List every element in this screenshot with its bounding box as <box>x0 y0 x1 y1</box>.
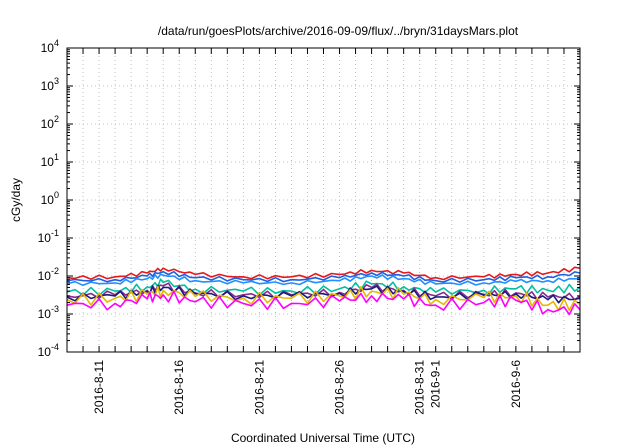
series-line <box>66 270 581 283</box>
y-tick-label: 103 <box>41 76 59 93</box>
y-ticks: 10-4 10-3 10-2 10-1 100 101 102 103 104 <box>38 38 580 359</box>
series-line <box>66 273 581 287</box>
series-line <box>66 284 581 304</box>
x-axis-label: Coordinated Universal Time (UTC) <box>231 431 415 445</box>
grid-lines <box>67 48 580 352</box>
x-ticks: 2016-8-11 2016-8-16 2016-8-21 2016-8-26 2016… <box>82 48 565 415</box>
x-tick-label: 2016-8-31 <box>413 360 427 415</box>
x-tick-label: 2016-9-6 <box>509 360 523 408</box>
y-tick-label: 10-3 <box>38 304 59 321</box>
series-layer <box>66 266 581 316</box>
x-tick-label: 2016-8-11 <box>92 360 106 414</box>
chart-title: /data/run/goesPlots/archive/2016-09-09/f… <box>158 24 519 38</box>
x-tick-label: 2016-8-16 <box>172 360 186 415</box>
y-tick-label: 100 <box>41 190 59 207</box>
series-line <box>66 290 581 316</box>
y-axis-label: cGy/day <box>9 178 23 222</box>
series-line <box>66 285 581 311</box>
x-tick-label: 2016-8-21 <box>252 360 266 415</box>
y-tick-label: 102 <box>41 114 59 131</box>
y-tick-label: 101 <box>41 152 59 169</box>
series-line <box>66 282 581 301</box>
x-tick-label: 2016-9-1 <box>429 360 443 408</box>
x-tick-label: 2016-8-26 <box>333 360 347 415</box>
y-tick-label: 10-2 <box>38 266 59 283</box>
y-tick-label: 10-1 <box>38 228 59 245</box>
y-tick-label: 10-4 <box>38 342 59 359</box>
series-line <box>66 266 581 281</box>
y-tick-label: 104 <box>41 38 59 55</box>
